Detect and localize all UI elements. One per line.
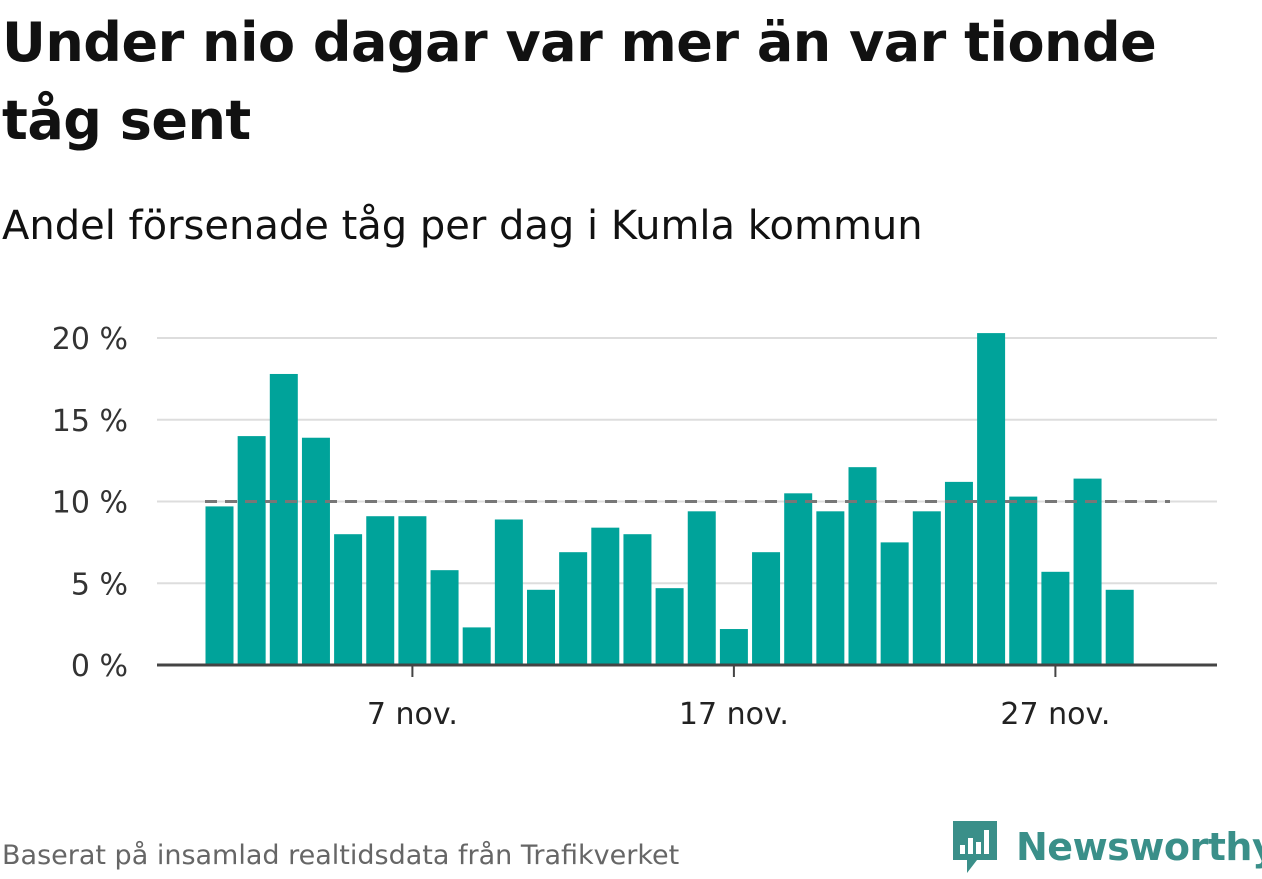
brand-name: Newsworthy (1016, 825, 1262, 869)
bar (655, 588, 684, 665)
bar (269, 373, 298, 665)
bar (1105, 589, 1134, 665)
bar (430, 570, 459, 665)
bar (1041, 571, 1070, 665)
chart-title: Under nio dagar var mer än var tionde tå… (2, 11, 1157, 152)
bar-chart: 0 % 5 % 10 % 15 % 20 % 7 nov. 17 nov. 27 nov. (52, 322, 1217, 732)
y-tick-label: 20 % (52, 322, 128, 357)
y-tick-label: 0 % (71, 649, 128, 684)
bar (462, 627, 491, 665)
bar-chart-speech-bubble-icon (953, 821, 997, 873)
x-tick-label: 17 nov. (679, 697, 789, 732)
x-axis-ticks: 7 nov. 17 nov. 27 nov. (367, 665, 1110, 732)
bar (1009, 496, 1038, 665)
bar (687, 511, 716, 665)
y-tick-label: 5 % (71, 567, 128, 602)
x-tick-label: 27 nov. (1000, 697, 1110, 732)
bar (1073, 478, 1102, 665)
bar (848, 467, 877, 665)
bar (944, 481, 973, 665)
x-tick-label: 7 nov. (367, 697, 458, 732)
newsworthy-logo: Newsworthy (950, 818, 1262, 876)
bar (334, 534, 363, 665)
bar (205, 506, 234, 665)
bar (237, 436, 266, 665)
bar (527, 589, 555, 665)
source-note: Baserat på insamlad realtidsdata från Tr… (2, 840, 680, 871)
bar (784, 493, 813, 665)
bar (559, 552, 588, 665)
bar (977, 333, 1006, 665)
bar (623, 534, 652, 665)
bar (398, 516, 427, 665)
bar (816, 511, 845, 665)
bar (912, 511, 941, 665)
bar (301, 437, 330, 665)
y-tick-label: 15 % (52, 404, 128, 439)
bar (880, 542, 909, 665)
bar (719, 629, 748, 665)
bar (752, 552, 781, 665)
bars (205, 333, 1134, 665)
y-axis-ticks: 0 % 5 % 10 % 15 % 20 % (52, 322, 128, 684)
y-tick-label: 10 % (52, 486, 128, 521)
bar (494, 519, 523, 665)
chart-subtitle: Andel försenade tåg per dag i Kumla komm… (2, 203, 923, 249)
bar (366, 516, 395, 665)
bar (591, 527, 620, 665)
